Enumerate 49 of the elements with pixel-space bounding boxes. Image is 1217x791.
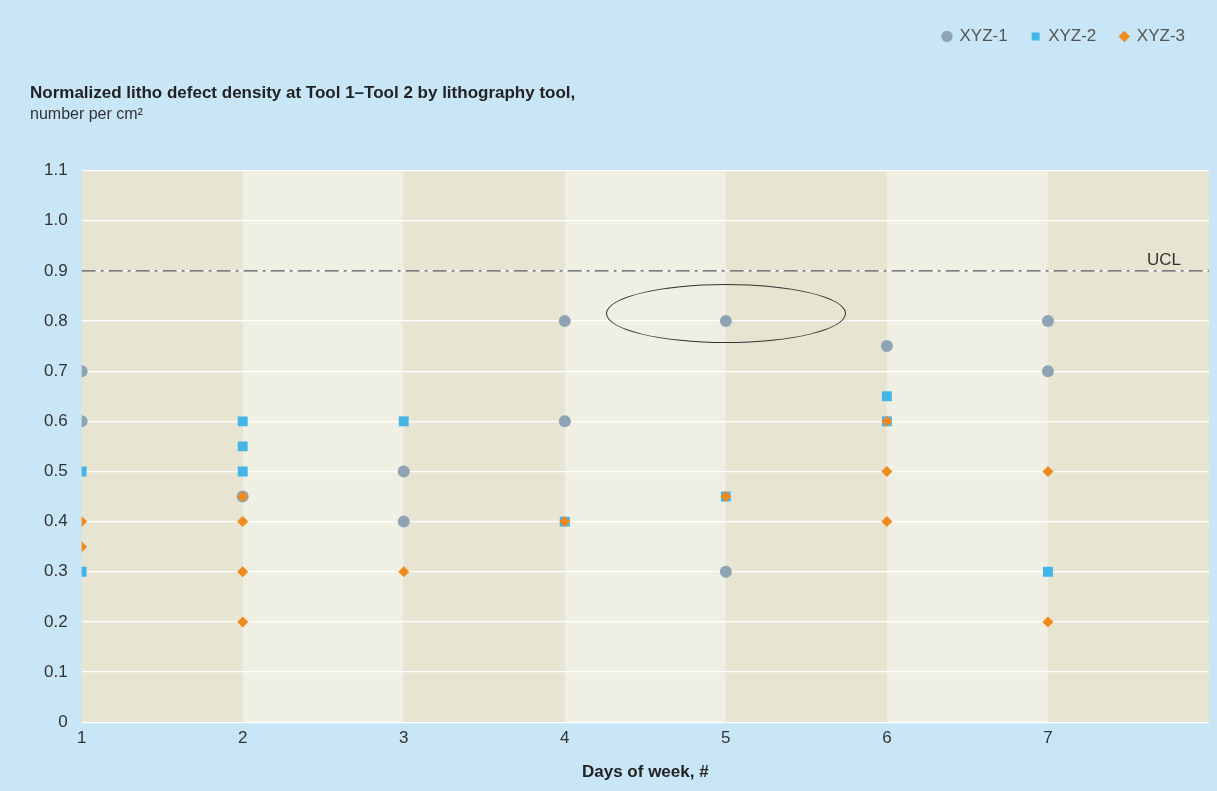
point [881,391,892,402]
y-tick-label: 0.4 [43,511,68,531]
y-tick-label: 1.0 [43,210,68,230]
point [397,465,410,478]
y-tick-label: 0.5 [43,461,68,481]
point [1043,566,1053,577]
x-tick-label: 5 [721,728,731,748]
x-tick-label: 4 [560,728,570,748]
y-tick-label: 0.7 [43,360,68,380]
point [1041,365,1054,378]
point [719,315,732,328]
x-tick-label: 3 [399,728,409,748]
point [237,566,249,578]
x-tick-label: 6 [882,728,892,748]
point [237,416,248,427]
y-tick-label: 0.1 [43,661,68,681]
point [881,516,893,528]
ref-line-label: UCL [1146,250,1181,270]
point [398,416,409,427]
x-tick-label: 1 [76,728,87,748]
legend-label: XYZ-3 [1136,26,1186,46]
y-tick-label: 0.9 [43,260,68,280]
point [397,515,410,528]
point [237,616,249,628]
point [881,465,893,477]
point [880,340,893,353]
point [237,441,248,452]
y-tick-label: 0.6 [43,411,68,431]
point [719,565,732,578]
legend-label: XYZ-2 [1048,26,1097,46]
y-tick-label: 0.3 [43,561,68,581]
chart-title: Normalized litho defect density at Tool 1–Tool 2 by lithography tool, [30,82,576,102]
point [237,516,249,528]
point [237,466,248,477]
point [1041,315,1054,328]
point [398,566,410,578]
y-tick-label: 0.2 [43,611,68,631]
y-tick-label: 0.8 [43,310,68,330]
chart-subtitle: number per cm² [30,105,144,123]
point [1042,616,1054,628]
x-tick-label: 2 [237,728,248,748]
y-tick-label: 0 [58,711,68,731]
x-tick-label: 7 [1043,728,1053,748]
x-axis-title: Days of week, # [582,762,710,782]
legend-label: XYZ-1 [959,26,1008,46]
point [558,415,571,428]
point [1042,465,1054,477]
y-tick-label: 1.1 [43,160,68,180]
point [558,315,571,328]
